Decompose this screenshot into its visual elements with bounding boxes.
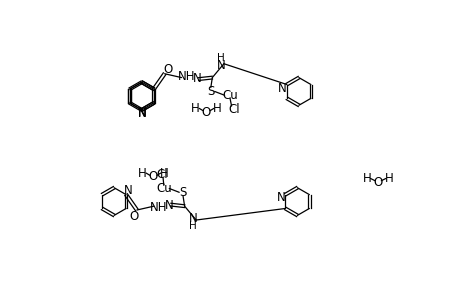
Text: H: H [362, 172, 371, 185]
Text: N: N [188, 212, 197, 225]
Text: Cu: Cu [222, 89, 237, 102]
Text: N: N [164, 199, 173, 212]
Text: S: S [207, 85, 214, 98]
Text: N: N [124, 184, 133, 197]
Text: H: H [384, 172, 392, 185]
Text: O: O [148, 170, 157, 183]
Text: S: S [179, 186, 186, 199]
Text: H: H [217, 52, 224, 63]
Text: N: N [192, 72, 201, 85]
Text: O: O [201, 106, 210, 119]
Text: H: H [212, 102, 221, 115]
Text: N: N [137, 107, 146, 120]
Text: NH: NH [177, 70, 195, 83]
Text: Cu: Cu [156, 182, 171, 195]
Text: O: O [162, 63, 172, 76]
Text: H: H [189, 221, 196, 231]
Text: N: N [276, 191, 285, 204]
Text: N: N [137, 106, 146, 119]
Text: Cl: Cl [156, 168, 168, 181]
Text: O: O [129, 210, 138, 223]
Text: H: H [159, 167, 168, 180]
Text: Cl: Cl [228, 103, 239, 116]
Text: O: O [373, 176, 382, 189]
Text: H: H [138, 167, 146, 180]
Text: N: N [216, 59, 225, 72]
Text: N: N [278, 82, 286, 95]
Text: N: N [137, 107, 146, 120]
Text: NH: NH [149, 201, 167, 214]
Text: H: H [190, 102, 199, 115]
